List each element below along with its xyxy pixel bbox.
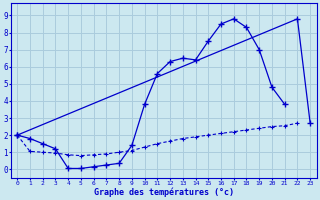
X-axis label: Graphe des températures (°c): Graphe des températures (°c) — [94, 187, 234, 197]
